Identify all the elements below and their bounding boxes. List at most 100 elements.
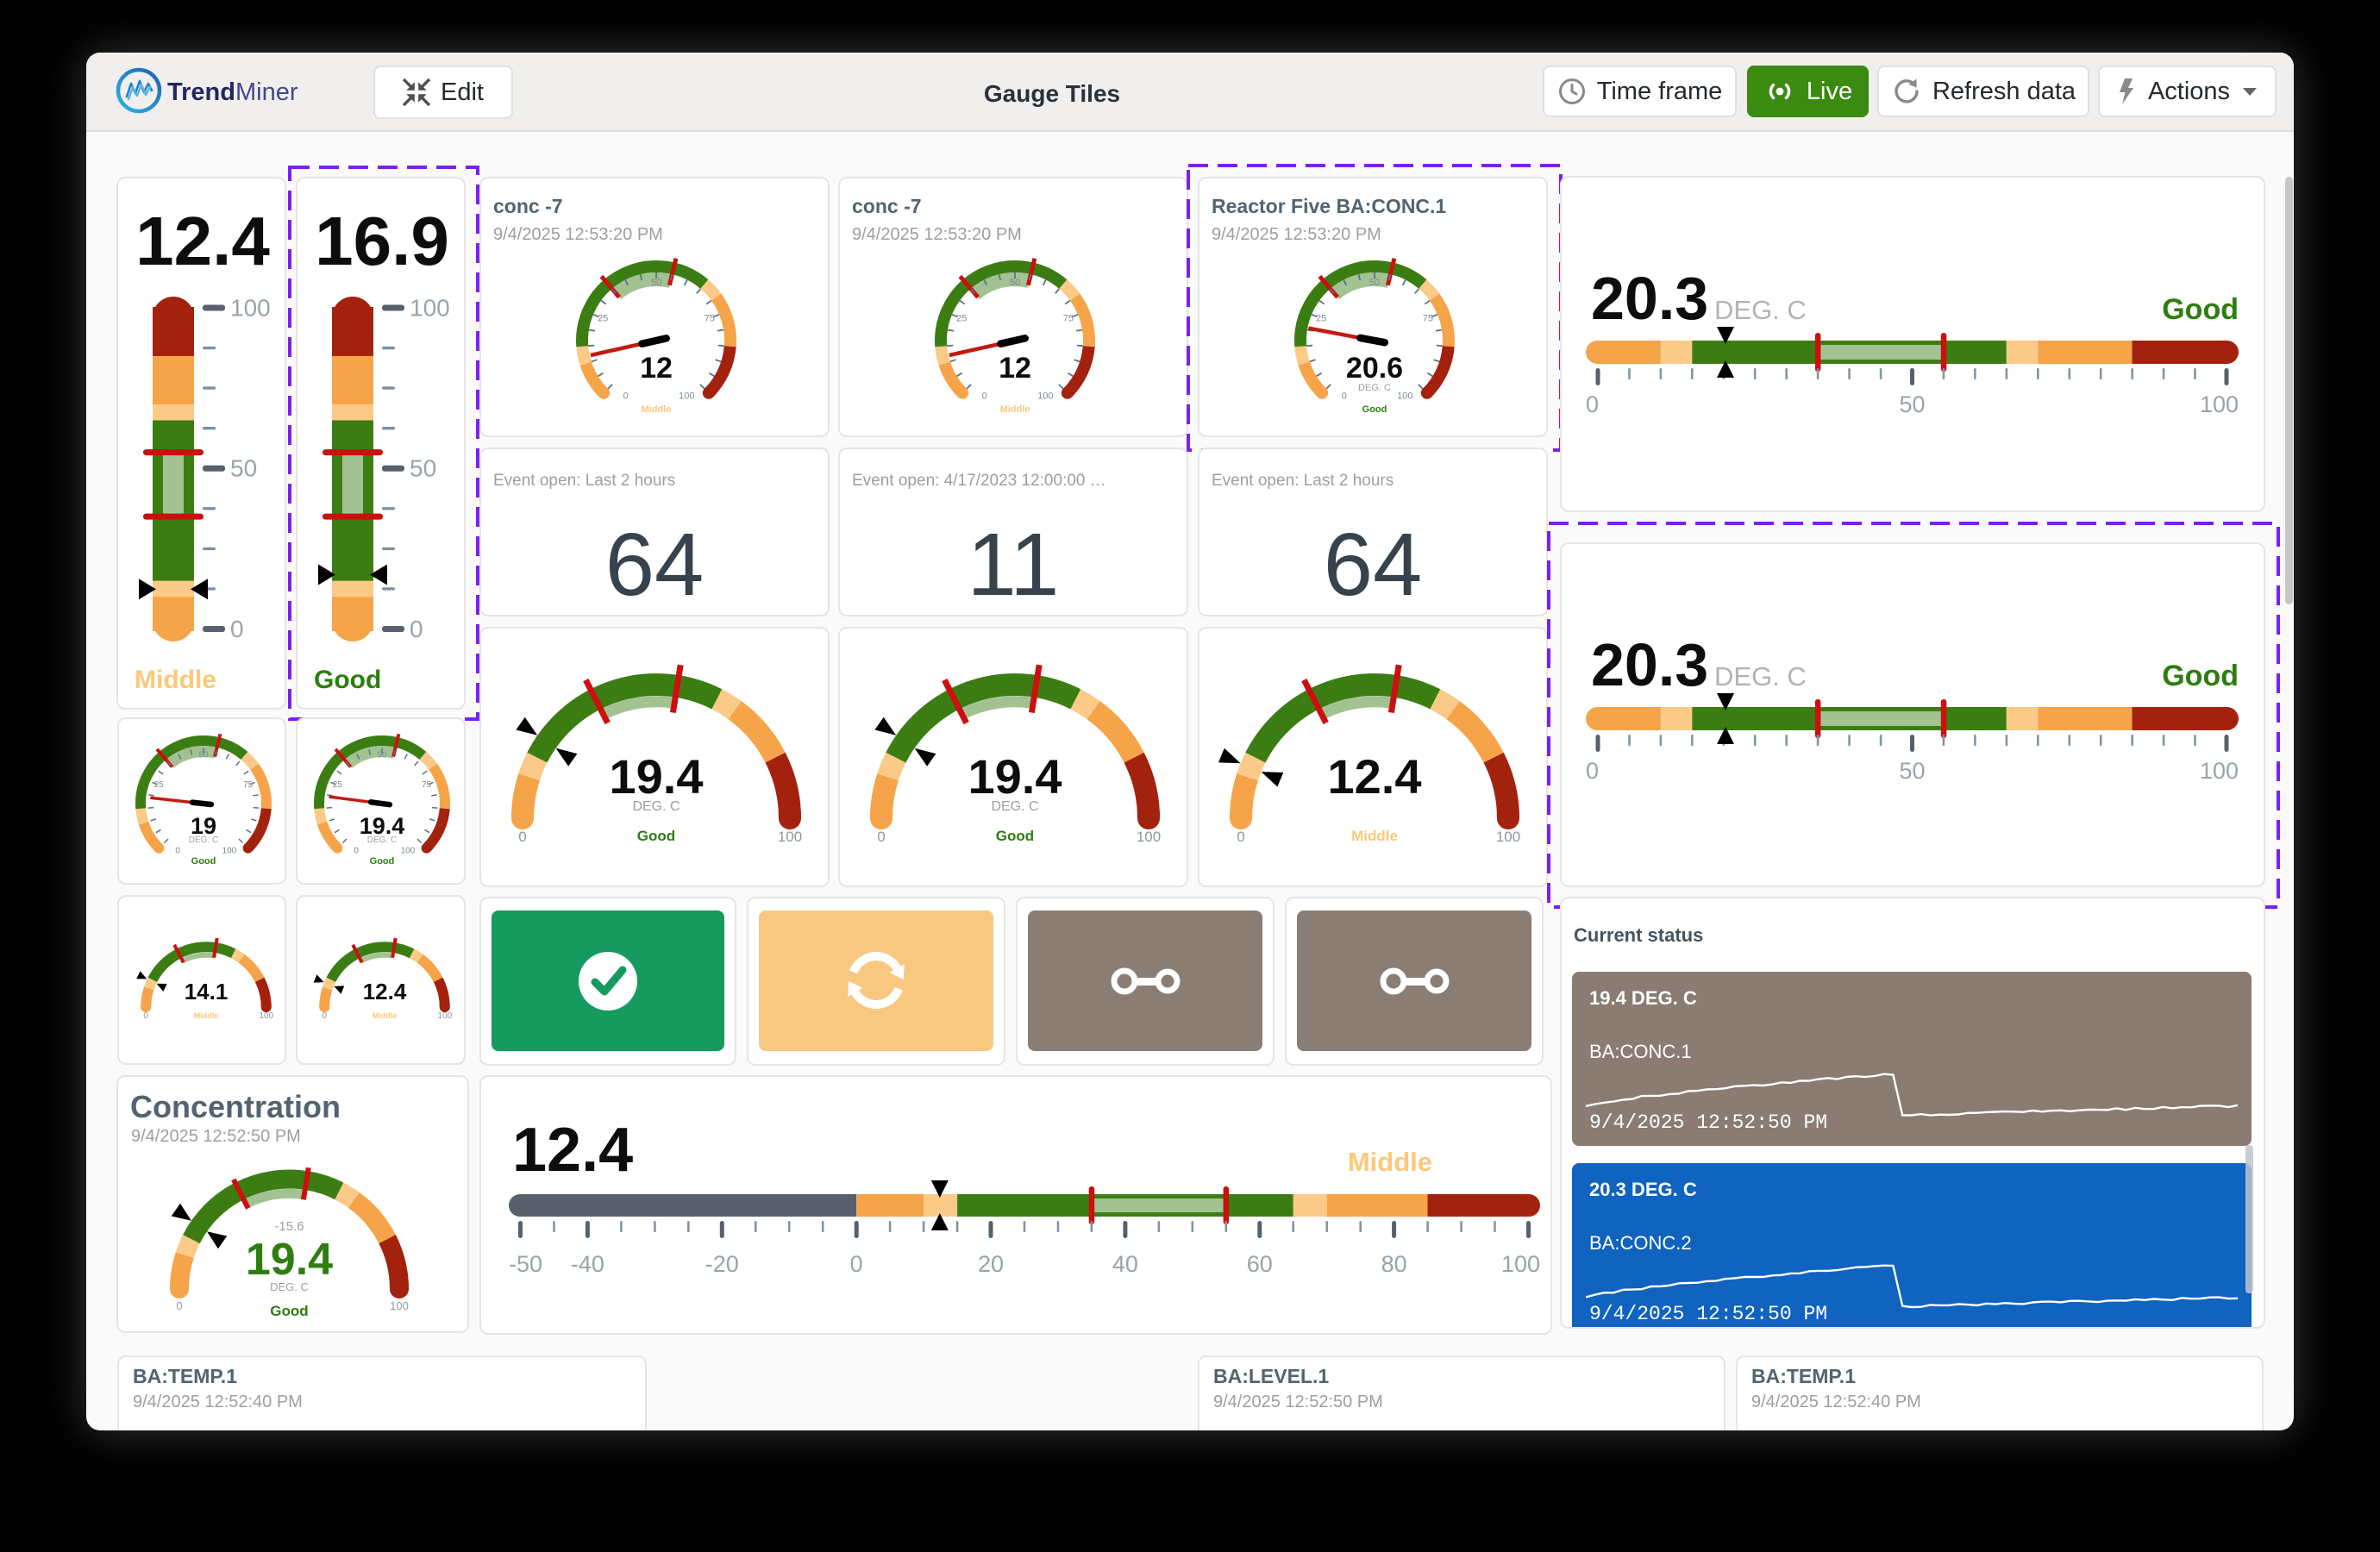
- svg-text:50: 50: [377, 751, 387, 760]
- svg-text:100: 100: [401, 846, 416, 855]
- svg-text:0: 0: [322, 1011, 327, 1021]
- svg-text:DEG. C: DEG. C: [991, 799, 1038, 814]
- svg-text:50: 50: [198, 751, 209, 760]
- svg-text:100: 100: [437, 1011, 452, 1021]
- svg-text:0: 0: [230, 616, 244, 642]
- svg-text:16.9: 16.9: [315, 203, 449, 279]
- svg-text:Middle: Middle: [135, 666, 216, 694]
- svg-text:Good: Good: [637, 828, 675, 844]
- svg-text:Good: Good: [370, 856, 395, 867]
- svg-text:12.4: 12.4: [512, 1116, 633, 1185]
- svg-text:50: 50: [651, 278, 661, 288]
- svg-text:100: 100: [2200, 758, 2239, 784]
- svg-text:75: 75: [705, 313, 715, 323]
- svg-text:Middle: Middle: [373, 1011, 398, 1020]
- svg-text:20.3: 20.3: [1591, 265, 1708, 332]
- svg-text:25: 25: [598, 313, 608, 323]
- svg-text:50: 50: [1010, 278, 1020, 288]
- svg-text:Good: Good: [191, 856, 216, 867]
- svg-text:0: 0: [1342, 391, 1347, 401]
- svg-text:50: 50: [1899, 758, 1925, 784]
- svg-text:0: 0: [1586, 391, 1599, 417]
- svg-text:DEG. C: DEG. C: [189, 835, 218, 845]
- svg-text:100: 100: [1137, 829, 1161, 845]
- svg-text:100: 100: [778, 829, 802, 845]
- svg-text:100: 100: [1037, 391, 1053, 401]
- svg-text:14.1: 14.1: [185, 979, 229, 1004]
- svg-text:DEG. C: DEG. C: [1714, 295, 1807, 325]
- svg-text:TrendMiner: TrendMiner: [167, 78, 298, 106]
- svg-text:100: 100: [1496, 829, 1520, 845]
- svg-text:100: 100: [2200, 391, 2239, 417]
- svg-text:100: 100: [1397, 391, 1412, 401]
- svg-text:Middle: Middle: [1351, 828, 1398, 844]
- svg-text:DEG. C: DEG. C: [632, 799, 680, 814]
- svg-text:75: 75: [1423, 313, 1433, 323]
- svg-text:Middle: Middle: [642, 404, 672, 415]
- svg-text:19.4: 19.4: [360, 813, 405, 839]
- svg-text:100: 100: [1501, 1251, 1540, 1277]
- svg-text:DEG. C: DEG. C: [1358, 383, 1391, 393]
- svg-text:0: 0: [176, 1299, 182, 1312]
- svg-text:0: 0: [623, 391, 629, 401]
- svg-text:-20: -20: [705, 1251, 739, 1277]
- svg-text:60: 60: [1247, 1251, 1273, 1277]
- svg-text:12.4: 12.4: [363, 979, 407, 1004]
- svg-text:100: 100: [679, 391, 694, 401]
- svg-text:0: 0: [143, 1011, 148, 1021]
- svg-text:25: 25: [154, 780, 165, 790]
- svg-text:0: 0: [518, 829, 526, 845]
- svg-text:12: 12: [999, 352, 1031, 385]
- svg-text:Good: Good: [314, 666, 381, 694]
- svg-text:25: 25: [333, 780, 343, 790]
- svg-text:Good: Good: [2162, 660, 2239, 692]
- svg-text:20.6: 20.6: [1346, 352, 1403, 385]
- svg-text:Good: Good: [2162, 293, 2239, 326]
- svg-text:100: 100: [222, 846, 237, 855]
- svg-text:0: 0: [1237, 829, 1244, 845]
- svg-text:19: 19: [191, 813, 216, 839]
- svg-text:20: 20: [978, 1251, 1004, 1277]
- svg-text:12.4: 12.4: [135, 203, 270, 279]
- svg-text:Middle: Middle: [1000, 404, 1030, 415]
- svg-text:19.4: 19.4: [246, 1235, 333, 1285]
- svg-text:100: 100: [410, 294, 450, 321]
- svg-text:100: 100: [230, 294, 271, 321]
- svg-text:Good: Good: [996, 828, 1034, 844]
- svg-text:DEG. C: DEG. C: [270, 1280, 309, 1293]
- svg-text:DEG. C: DEG. C: [1714, 661, 1807, 692]
- svg-text:75: 75: [243, 780, 254, 790]
- svg-text:-50: -50: [509, 1251, 542, 1277]
- svg-text:Good: Good: [270, 1303, 308, 1319]
- svg-text:12: 12: [640, 352, 673, 385]
- svg-text:50: 50: [1899, 391, 1925, 417]
- svg-text:19.4: 19.4: [610, 749, 704, 804]
- svg-text:Middle: Middle: [1348, 1147, 1432, 1177]
- svg-text:75: 75: [422, 780, 432, 790]
- svg-text:0: 0: [982, 391, 987, 401]
- svg-text:40: 40: [1112, 1251, 1138, 1277]
- svg-text:-15.6: -15.6: [274, 1219, 304, 1234]
- svg-text:100: 100: [390, 1299, 409, 1312]
- svg-text:-40: -40: [571, 1251, 604, 1277]
- svg-text:0: 0: [410, 616, 423, 642]
- svg-text:50: 50: [410, 455, 436, 482]
- svg-text:0: 0: [1586, 758, 1599, 784]
- svg-text:Good: Good: [1362, 404, 1387, 415]
- svg-text:25: 25: [1316, 313, 1326, 323]
- svg-text:50: 50: [1369, 278, 1380, 288]
- svg-text:50: 50: [230, 455, 257, 482]
- svg-text:12.4: 12.4: [1328, 749, 1422, 804]
- svg-text:0: 0: [354, 846, 359, 855]
- svg-text:Middle: Middle: [194, 1011, 219, 1020]
- svg-text:75: 75: [1063, 313, 1074, 323]
- svg-text:100: 100: [259, 1011, 273, 1021]
- svg-text:DEG. C: DEG. C: [367, 835, 397, 845]
- svg-text:0: 0: [877, 829, 885, 845]
- svg-text:0: 0: [850, 1251, 863, 1277]
- svg-text:20.3: 20.3: [1591, 631, 1708, 698]
- svg-text:25: 25: [956, 313, 967, 323]
- svg-text:19.4: 19.4: [968, 749, 1062, 804]
- svg-text:80: 80: [1381, 1251, 1407, 1277]
- svg-text:0: 0: [175, 846, 180, 855]
